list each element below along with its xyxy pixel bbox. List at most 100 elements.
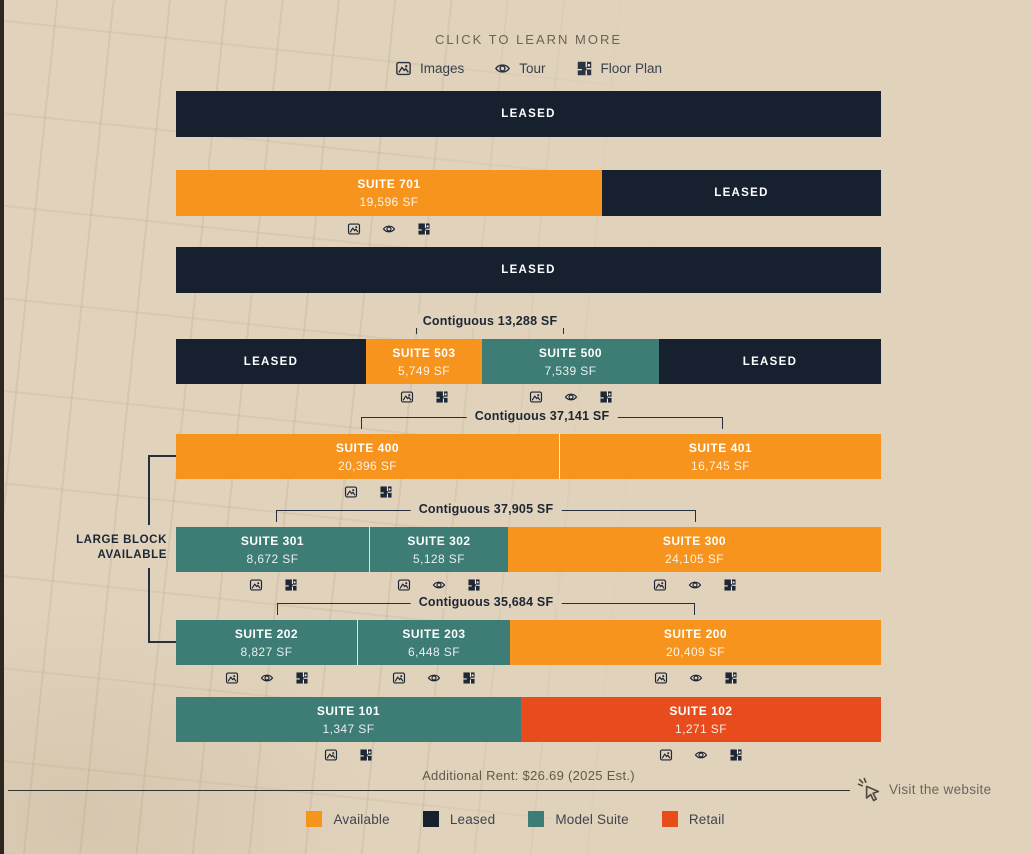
suite-name: SUITE 401 [688, 440, 753, 455]
leased-block: LEASED [659, 339, 881, 384]
suite-area: 8,672 SF [246, 551, 299, 566]
images-icon[interactable] [249, 578, 263, 592]
suite-area: 6,448 SF [408, 644, 460, 659]
floor-plan-icon[interactable] [379, 485, 393, 499]
tour-icon[interactable] [427, 671, 441, 685]
suite-area: 19,596 SF [359, 195, 419, 209]
retail-swatch [661, 811, 678, 827]
tour-icon[interactable] [694, 748, 708, 762]
tour-icon[interactable] [689, 671, 703, 685]
leased-label: LEASED [501, 108, 556, 120]
images-icon[interactable] [324, 748, 338, 762]
suite-area: 24,105 SF [665, 551, 724, 566]
suite-name: SUITE 203 [402, 626, 466, 641]
floor-plan-icon[interactable] [295, 671, 309, 685]
images-icon[interactable] [392, 671, 406, 685]
contiguous-label: Contiguous 37,141 SF [466, 409, 618, 423]
large-block-available-label: LARGE BLOCK AVAILABLE [47, 533, 167, 563]
suite-action-icons [176, 484, 560, 499]
suite-102-block[interactable]: SUITE 102 1,271 SF [521, 697, 881, 742]
suite-action-icons [176, 747, 521, 762]
large-block-line2: AVAILABLE [97, 549, 167, 561]
tour-key-item: Tour [494, 60, 546, 77]
leased-label: LEASED [714, 187, 769, 199]
floor-plan-icon[interactable] [359, 748, 373, 762]
images-icon[interactable] [225, 671, 239, 685]
contiguous-bracket: Contiguous 35,684 SF [277, 595, 695, 615]
floor-plan-icon[interactable] [435, 390, 449, 404]
suite-500-block[interactable]: SUITE 500 7,539 SF [482, 339, 659, 384]
suite-name: SUITE 202 [234, 626, 299, 641]
images-key-label: Images [419, 61, 465, 76]
legend-item-retail: Retail [661, 811, 725, 827]
suite-400-block[interactable]: SUITE 400 20,396 SF [176, 434, 560, 479]
contiguous-bracket: Contiguous 13,288 SF [414, 314, 566, 334]
images-icon[interactable] [347, 222, 361, 236]
floor-plan-icon[interactable] [724, 671, 738, 685]
suite-503-block[interactable]: SUITE 503 5,749 SF [366, 339, 482, 384]
images-icon[interactable] [654, 671, 668, 685]
legend-label: Retail [688, 811, 725, 827]
legend-item-leased: Leased [422, 811, 496, 827]
large-block-bracket-bottom-elbow [148, 641, 176, 643]
leased-swatch [422, 811, 439, 827]
leased-block: LEASED [176, 91, 881, 137]
suite-area: 1,347 SF [322, 721, 375, 736]
suite-301-block[interactable]: SUITE 301 8,672 SF [176, 527, 370, 572]
suite-701-block[interactable]: SUITE 701 19,596 SF [176, 170, 602, 216]
images-icon[interactable] [397, 578, 411, 592]
floor-plan-icon[interactable] [467, 578, 481, 592]
tour-icon[interactable] [260, 671, 274, 685]
suite-area: 20,396 SF [338, 458, 397, 473]
images-icon[interactable] [529, 390, 543, 404]
suite-101-block[interactable]: SUITE 101 1,347 SF [176, 697, 521, 742]
cta-title: CLICK TO LEARN MORE [434, 32, 623, 47]
floor-plan-icon[interactable] [723, 578, 737, 592]
suite-name: SUITE 200 [663, 626, 728, 641]
images-icon[interactable] [400, 390, 414, 404]
contiguous-bracket: Contiguous 37,905 SF [276, 502, 696, 522]
suite-300-block[interactable]: SUITE 300 24,105 SF [508, 527, 881, 572]
leased-label: LEASED [243, 355, 299, 368]
images-icon[interactable] [659, 748, 673, 762]
images-icon[interactable] [653, 578, 667, 592]
legend-label: Available [333, 811, 390, 827]
suite-name: SUITE 301 [240, 533, 305, 548]
contiguous-label: Contiguous 37,905 SF [410, 502, 562, 516]
contiguous-label: Contiguous 35,684 SF [410, 595, 562, 609]
suite-action-icons [366, 389, 482, 404]
tour-icon[interactable] [688, 578, 702, 592]
floor-plan-icon[interactable] [462, 671, 476, 685]
images-icon[interactable] [344, 485, 358, 499]
floor-plan-icon[interactable] [417, 222, 431, 236]
suite-action-icons [176, 670, 358, 685]
photo-left-edge [0, 0, 4, 854]
suite-202-block[interactable]: SUITE 202 8,827 SF [176, 620, 358, 665]
floor-plan-icon [576, 60, 593, 77]
cta-header: CLICK TO LEARN MORE Images Tour Floor Plan [176, 0, 881, 77]
floor-plan-icon[interactable] [729, 748, 743, 762]
suite-name: SUITE 701 [357, 177, 421, 191]
suite-203-block[interactable]: SUITE 203 6,448 SF [358, 620, 510, 665]
status-legend: Available Leased Model Suite Retail [0, 811, 1031, 827]
tour-icon[interactable] [382, 222, 396, 236]
floor-plan-key-item: Floor Plan [576, 60, 662, 77]
suite-area: 8,827 SF [240, 644, 293, 659]
tour-icon[interactable] [564, 390, 578, 404]
legend-item-available: Available [306, 811, 390, 827]
tour-icon[interactable] [432, 578, 446, 592]
suite-name: SUITE 302 [407, 533, 471, 548]
images-icon [395, 60, 412, 77]
leased-block: LEASED [602, 170, 881, 216]
suite-302-block[interactable]: SUITE 302 5,128 SF [370, 527, 508, 572]
suite-name: SUITE 101 [316, 703, 381, 718]
floor-plan-icon[interactable] [599, 390, 613, 404]
suite-200-block[interactable]: SUITE 200 20,409 SF [510, 620, 881, 665]
large-block-bracket-top-elbow [148, 455, 176, 457]
suite-area: 20,409 SF [666, 644, 725, 659]
visit-website-link[interactable]: Visit the website [856, 776, 991, 803]
floor-plan-icon[interactable] [284, 578, 298, 592]
cursor-click-icon [856, 776, 883, 803]
suite-401-block[interactable]: SUITE 401 16,745 SF [560, 434, 881, 479]
model_suite-swatch [528, 811, 545, 827]
